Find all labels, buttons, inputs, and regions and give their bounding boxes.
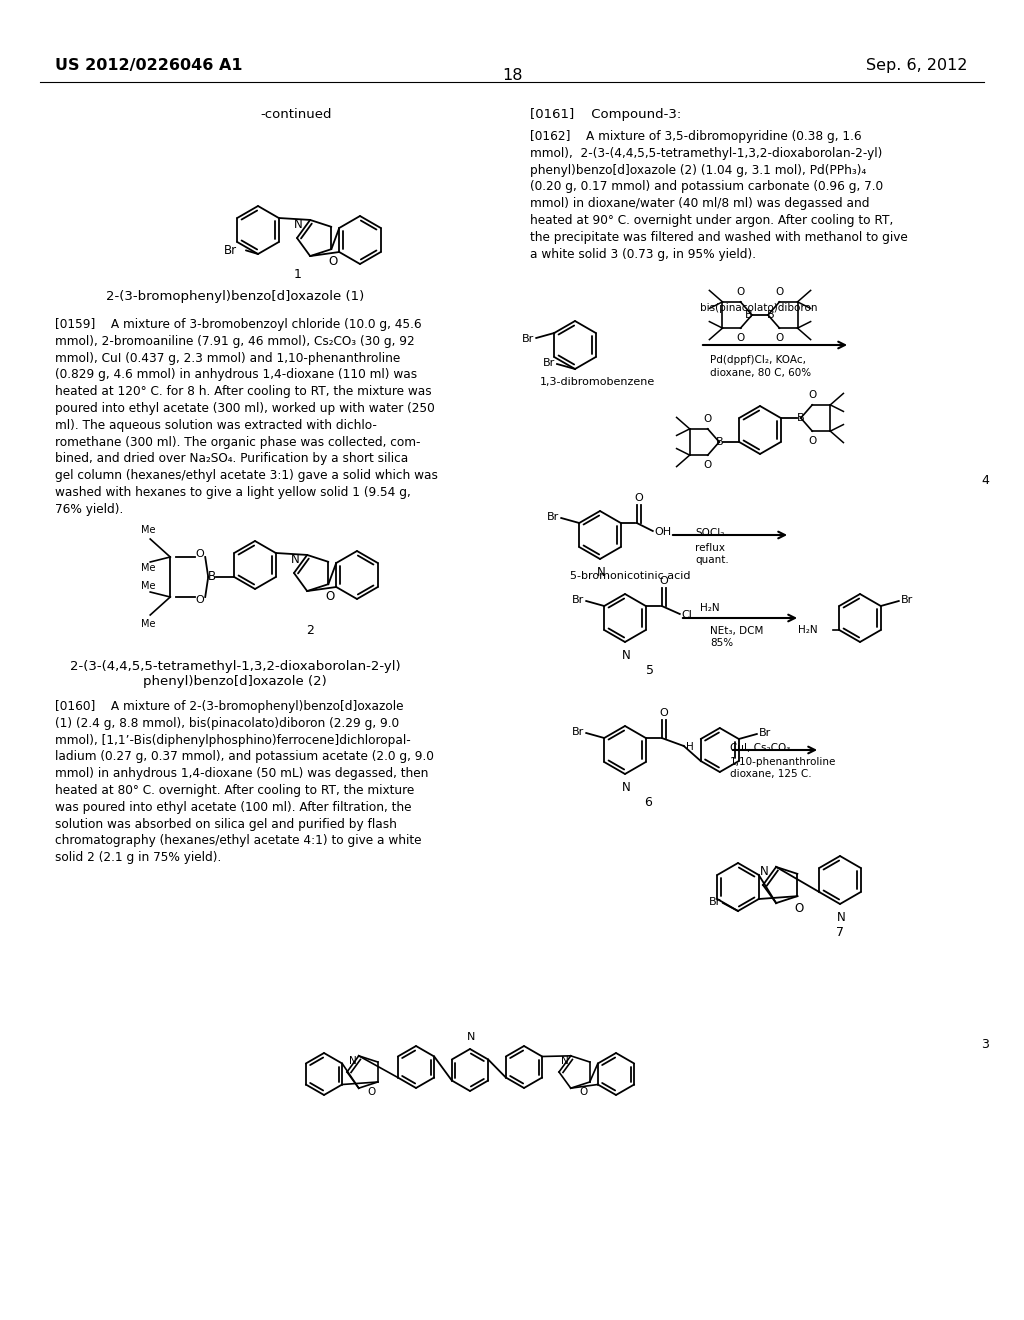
Text: -continued: -continued <box>260 108 332 121</box>
Text: 1,3-dibromobenzene: 1,3-dibromobenzene <box>540 378 655 387</box>
Text: O: O <box>368 1086 376 1097</box>
Text: Me: Me <box>141 581 156 591</box>
Text: dioxane, 125 C.: dioxane, 125 C. <box>730 770 812 779</box>
Text: H: H <box>686 742 693 752</box>
Text: 4: 4 <box>981 474 989 487</box>
Text: 6: 6 <box>644 796 652 808</box>
Text: Cl: Cl <box>682 610 692 620</box>
Text: 2-(3-(4,4,5,5-tetramethyl-1,3,2-dioxaborolan-2-yl): 2-(3-(4,4,5,5-tetramethyl-1,3,2-dioxabor… <box>70 660 400 673</box>
Text: O: O <box>196 595 205 605</box>
Text: O: O <box>703 461 712 470</box>
Text: H₂N: H₂N <box>700 603 720 612</box>
Text: B: B <box>797 413 805 422</box>
Text: OH: OH <box>654 527 672 537</box>
Text: 3: 3 <box>981 1039 989 1052</box>
Text: B: B <box>745 310 753 319</box>
Text: O: O <box>580 1086 588 1097</box>
Text: Br: Br <box>522 334 535 345</box>
Text: quant.: quant. <box>695 554 729 565</box>
Text: 5-bromonicotinic acid: 5-bromonicotinic acid <box>570 572 690 581</box>
Text: N: N <box>294 218 302 231</box>
Text: 18: 18 <box>502 69 522 83</box>
Text: B: B <box>767 310 775 319</box>
Text: N: N <box>760 865 768 878</box>
Text: Br: Br <box>547 512 559 521</box>
Text: phenyl)benzo[d]oxazole (2): phenyl)benzo[d]oxazole (2) <box>143 675 327 688</box>
Text: 1: 1 <box>294 268 302 281</box>
Text: 1,10-phenanthroline: 1,10-phenanthroline <box>730 756 837 767</box>
Text: SOCl₂: SOCl₂ <box>695 528 724 539</box>
Text: 2-(3-bromophenyl)benzo[d]oxazole (1): 2-(3-bromophenyl)benzo[d]oxazole (1) <box>105 290 365 304</box>
Text: 7: 7 <box>836 925 844 939</box>
Text: N: N <box>597 566 605 579</box>
Text: O: O <box>703 414 712 424</box>
Text: O: O <box>196 549 205 558</box>
Text: [0160]    A mixture of 2-(3-bromophenyl)benzo[d]oxazole
(1) (2.4 g, 8.8 mmol), b: [0160] A mixture of 2-(3-bromophenyl)ben… <box>55 700 434 865</box>
Text: O: O <box>329 255 338 268</box>
Text: O: O <box>808 389 816 400</box>
Text: 2: 2 <box>306 623 314 636</box>
Text: US 2012/0226046 A1: US 2012/0226046 A1 <box>55 58 243 73</box>
Text: Br: Br <box>572 595 585 605</box>
Text: NEt₃, DCM: NEt₃, DCM <box>710 626 763 636</box>
Text: Me: Me <box>141 564 156 573</box>
Text: CuI, Cs₂CO₃: CuI, Cs₂CO₃ <box>730 743 791 752</box>
Text: [0162]    A mixture of 3,5-dibromopyridine (0.38 g, 1.6
mmol),  2-(3-(4,4,5,5-te: [0162] A mixture of 3,5-dibromopyridine … <box>530 129 907 260</box>
Text: N: N <box>561 1056 568 1067</box>
Text: Br: Br <box>572 727 585 737</box>
Text: O: O <box>736 333 744 343</box>
Text: O: O <box>775 333 783 343</box>
Text: O: O <box>659 708 668 718</box>
Text: H₂N: H₂N <box>798 624 817 635</box>
Text: [0161]    Compound-3:: [0161] Compound-3: <box>530 108 681 121</box>
Text: Me: Me <box>141 619 156 630</box>
Text: O: O <box>326 590 335 603</box>
Text: [0159]    A mixture of 3-bromobenzoyl chloride (10.0 g, 45.6
mmol), 2-bromoanili: [0159] A mixture of 3-bromobenzoyl chlor… <box>55 318 438 516</box>
Text: bis(pinacolato)diboron: bis(pinacolato)diboron <box>700 304 817 313</box>
Text: Br: Br <box>901 595 913 605</box>
Text: O: O <box>808 436 816 446</box>
Text: Br: Br <box>224 244 237 257</box>
Text: Pd(dppf)Cl₂, KOAc,: Pd(dppf)Cl₂, KOAc, <box>710 355 806 366</box>
Text: Sep. 6, 2012: Sep. 6, 2012 <box>866 58 968 73</box>
Text: O: O <box>736 286 744 297</box>
Text: Br: Br <box>543 358 555 368</box>
Text: Br: Br <box>709 898 721 907</box>
Text: N: N <box>467 1032 475 1041</box>
Text: 5: 5 <box>646 664 654 676</box>
Text: O: O <box>635 492 643 503</box>
Text: N: N <box>622 781 631 795</box>
Text: N: N <box>622 649 631 663</box>
Text: O: O <box>659 576 668 586</box>
Text: N: N <box>837 911 846 924</box>
Text: O: O <box>775 286 783 297</box>
Text: B: B <box>716 437 723 447</box>
Text: O: O <box>795 902 804 915</box>
Text: Br: Br <box>759 729 771 738</box>
Text: dioxane, 80 C, 60%: dioxane, 80 C, 60% <box>710 368 811 378</box>
Text: Me: Me <box>141 525 156 535</box>
Text: N: N <box>291 553 299 566</box>
Text: B: B <box>208 570 216 583</box>
Text: 85%: 85% <box>710 638 733 648</box>
Text: reflux: reflux <box>695 543 725 553</box>
Text: N: N <box>349 1056 356 1067</box>
